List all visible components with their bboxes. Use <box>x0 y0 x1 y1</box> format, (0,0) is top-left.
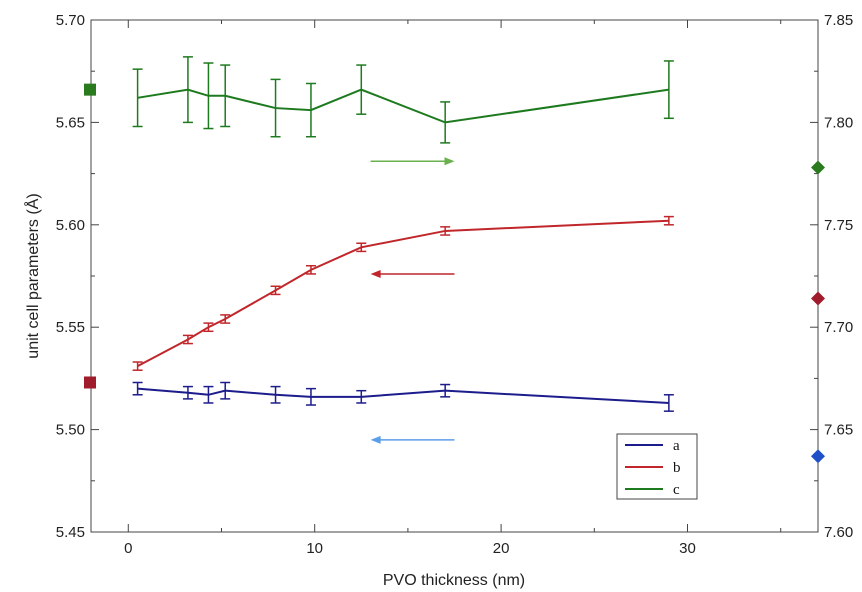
error-bar-b <box>220 314 231 324</box>
axis-arrow-head <box>370 435 381 444</box>
legend-label-b: b <box>673 460 681 476</box>
reference-square-b <box>84 376 96 389</box>
x-axis-ticks: 0 10 20 30 <box>124 20 782 557</box>
error-bar-c <box>270 78 281 138</box>
error-bar-b <box>132 361 143 371</box>
error-bar-a <box>270 385 281 404</box>
error-bar-c <box>132 68 143 128</box>
x-axis-title: PVO thickness (nm) <box>383 572 525 589</box>
error-bar-a <box>220 381 231 400</box>
error-bar-a <box>182 385 193 400</box>
y-tick-label: 5.70 <box>56 12 85 29</box>
x-tick-label: 30 <box>679 540 696 557</box>
series-line-b <box>137 219 669 367</box>
y-axis-ticks: 5.45 5.50 5.55 5.60 5.65 5.70 <box>56 12 99 541</box>
y-tick-label: 5.45 <box>56 524 85 541</box>
y-tick-label: 5.65 <box>56 114 85 131</box>
axis-arrow-head <box>444 157 455 166</box>
y2-tick-label: 7.65 <box>824 422 853 439</box>
error-bar-c <box>663 60 674 120</box>
error-bar-b <box>440 226 451 236</box>
error-bar-b <box>305 265 316 275</box>
error-bar-b <box>270 285 281 296</box>
axis-arrow-c <box>370 157 455 166</box>
error-bar-c <box>356 64 367 115</box>
y2-tick-label: 7.85 <box>824 12 853 29</box>
legend: a b c <box>616 433 698 500</box>
error-bar-a <box>663 394 674 412</box>
x-tick-label: 0 <box>124 540 132 557</box>
error-bar-b <box>182 334 193 345</box>
error-bar-a <box>132 381 143 396</box>
reference-diamond-c <box>811 160 825 175</box>
x-tick-label: 20 <box>493 540 510 557</box>
reference-markers <box>84 83 825 464</box>
series-line-a <box>137 387 669 404</box>
legend-label-c: c <box>673 482 680 498</box>
series-layer <box>132 56 674 412</box>
y2-axis-ticks: 7.60 7.65 7.70 7.75 7.80 7.85 <box>810 12 853 541</box>
error-bar-a <box>356 389 367 404</box>
reference-diamond-a <box>811 449 825 464</box>
error-bar-b <box>356 242 367 253</box>
error-bar-a <box>203 385 214 404</box>
axis-arrow-head <box>370 269 381 278</box>
error-bar-a <box>305 387 316 406</box>
legend-label-a: a <box>673 438 680 454</box>
error-bar-c <box>182 56 193 124</box>
y2-tick-label: 7.70 <box>824 319 853 336</box>
axis-arrows <box>370 157 455 444</box>
series-line-c <box>137 88 670 124</box>
error-bar-c <box>203 62 214 130</box>
error-bar-c <box>440 101 451 144</box>
y2-tick-label: 7.75 <box>824 217 853 234</box>
y-axis-title: unit cell parameters (Å) <box>23 193 42 358</box>
y-tick-label: 5.60 <box>56 217 85 234</box>
x-tick-label: 10 <box>306 540 323 557</box>
reference-diamond-b <box>811 291 825 306</box>
y2-tick-label: 7.60 <box>824 524 853 541</box>
y-tick-label: 5.55 <box>56 319 85 336</box>
error-bar-c <box>220 64 231 128</box>
error-bar-c <box>305 82 316 138</box>
axis-arrow-b <box>370 269 455 278</box>
axis-arrow-a <box>370 435 455 444</box>
y2-tick-label: 7.80 <box>824 114 853 131</box>
error-bar-a <box>440 383 451 398</box>
y-tick-label: 5.50 <box>56 422 85 439</box>
reference-square-c <box>84 83 96 96</box>
error-bar-b <box>203 322 214 333</box>
error-bar-b <box>663 215 674 226</box>
plot-frame <box>90 19 819 533</box>
